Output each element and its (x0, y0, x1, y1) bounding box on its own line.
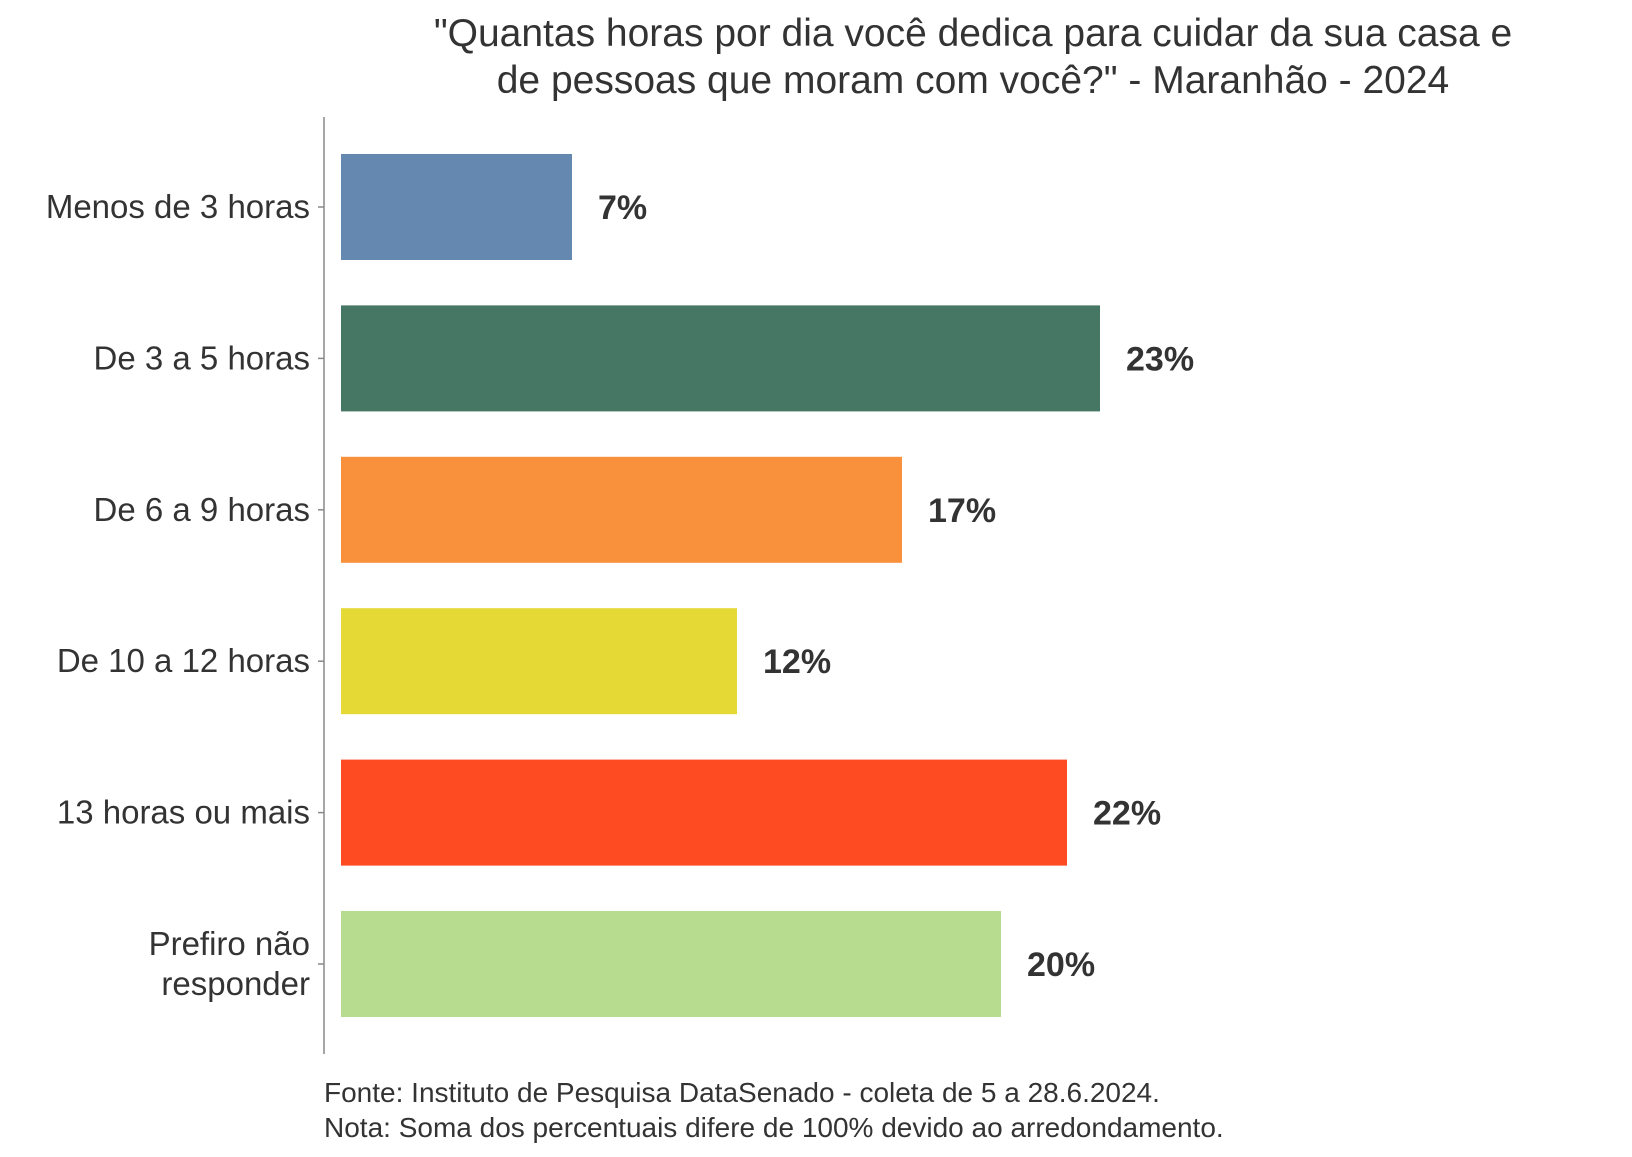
bar (341, 154, 572, 260)
data-label: 20% (1027, 946, 1095, 984)
data-label: 22% (1093, 795, 1161, 833)
y-tick-label: Prefiro não (149, 925, 310, 962)
data-label: 12% (763, 643, 831, 681)
y-tick-label: Menos de 3 horas (46, 188, 310, 225)
chart-title-line-1: "Quantas horas por dia você dedica para … (434, 12, 1512, 55)
y-tick-label: De 3 a 5 horas (94, 339, 310, 376)
data-label: 17% (928, 492, 996, 530)
data-label: 23% (1126, 340, 1194, 378)
caption-note: Nota: Soma dos percentuais difere de 100… (324, 1112, 1224, 1143)
y-tick-label: responder (161, 965, 310, 1002)
bar (341, 759, 1067, 866)
y-tick-label: 13 horas ou mais (57, 794, 310, 831)
bar (341, 456, 902, 563)
caption-source: Fonte: Instituto de Pesquisa DataSenado … (324, 1077, 1160, 1108)
bar (341, 305, 1100, 412)
data-label: 7% (598, 189, 647, 227)
chart-title-line-2: de pessoas que moram com você?" - Maranh… (497, 59, 1450, 102)
y-tick-label: De 10 a 12 horas (57, 642, 310, 679)
bar (341, 911, 1001, 1017)
y-tick-label: De 6 a 9 horas (94, 491, 310, 528)
bar (341, 608, 737, 715)
